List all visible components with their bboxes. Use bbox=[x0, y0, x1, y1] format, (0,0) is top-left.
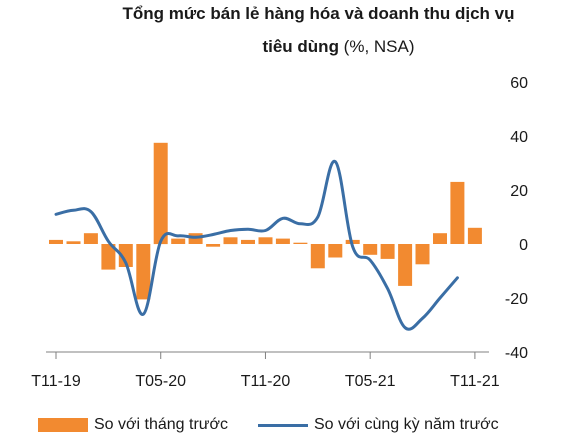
line-series bbox=[54, 160, 459, 331]
bar bbox=[136, 244, 151, 300]
legend-swatch-line bbox=[258, 423, 308, 427]
bar bbox=[415, 244, 430, 265]
bar bbox=[101, 244, 116, 270]
bar bbox=[433, 233, 447, 244]
bar bbox=[310, 244, 325, 269]
chart-title-line2: tiêu dùng (%, NSA) bbox=[50, 36, 577, 58]
bar bbox=[398, 244, 413, 286]
legend-item-line: So với cùng kỳ năm trước bbox=[258, 416, 499, 434]
bar bbox=[206, 244, 221, 247]
bar bbox=[450, 181, 465, 244]
y-tick-label: -20 bbox=[505, 291, 528, 308]
bar bbox=[258, 237, 273, 245]
legend: So với tháng trước So với cùng kỳ năm tr… bbox=[0, 416, 577, 440]
x-axis bbox=[46, 351, 489, 359]
y-tick-label: 40 bbox=[510, 129, 528, 146]
x-tick-label: T11-20 bbox=[241, 373, 291, 390]
bar bbox=[241, 239, 255, 244]
bar bbox=[171, 238, 186, 244]
legend-label-line: So với cùng kỳ năm trước bbox=[314, 416, 499, 433]
chart-title-line1: Tổng mức bán lẻ hàng hóa và doanh thu dị… bbox=[122, 4, 515, 23]
bar bbox=[467, 227, 482, 244]
chart-title-unit: (%, NSA) bbox=[338, 37, 415, 56]
bar bbox=[49, 239, 63, 244]
chart-title-bold: tiêu dùng bbox=[262, 37, 339, 56]
bar bbox=[66, 241, 81, 244]
legend-item-bars: So với tháng trước bbox=[38, 416, 228, 434]
x-tick-labels: T11-19 T05-20 T11-20 T05-21 T11-21 bbox=[31, 373, 500, 390]
bar bbox=[328, 244, 343, 258]
y-tick-label: 0 bbox=[519, 237, 528, 254]
bar bbox=[363, 244, 378, 255]
y-axis: 60 40 20 0 -20 -40 bbox=[505, 75, 528, 362]
bar bbox=[275, 238, 290, 244]
line-path bbox=[54, 160, 459, 331]
y-tick-label: 20 bbox=[510, 183, 528, 200]
legend-swatch-bars bbox=[38, 418, 88, 432]
bar bbox=[380, 244, 395, 259]
bar bbox=[153, 142, 168, 245]
bar bbox=[83, 233, 98, 244]
x-tick-label: T11-19 bbox=[31, 373, 81, 390]
x-tick-label: T11-21 bbox=[450, 373, 500, 390]
bar bbox=[293, 242, 308, 244]
y-tick-label: -40 bbox=[505, 345, 528, 362]
y-tick-label: 60 bbox=[510, 75, 528, 92]
x-tick-label: T05-20 bbox=[135, 373, 186, 390]
legend-label-bars: So với tháng trước bbox=[94, 416, 228, 433]
bar bbox=[118, 244, 133, 267]
bar-series bbox=[49, 142, 482, 300]
x-tick-label: T05-21 bbox=[345, 373, 396, 390]
bar bbox=[223, 237, 238, 245]
